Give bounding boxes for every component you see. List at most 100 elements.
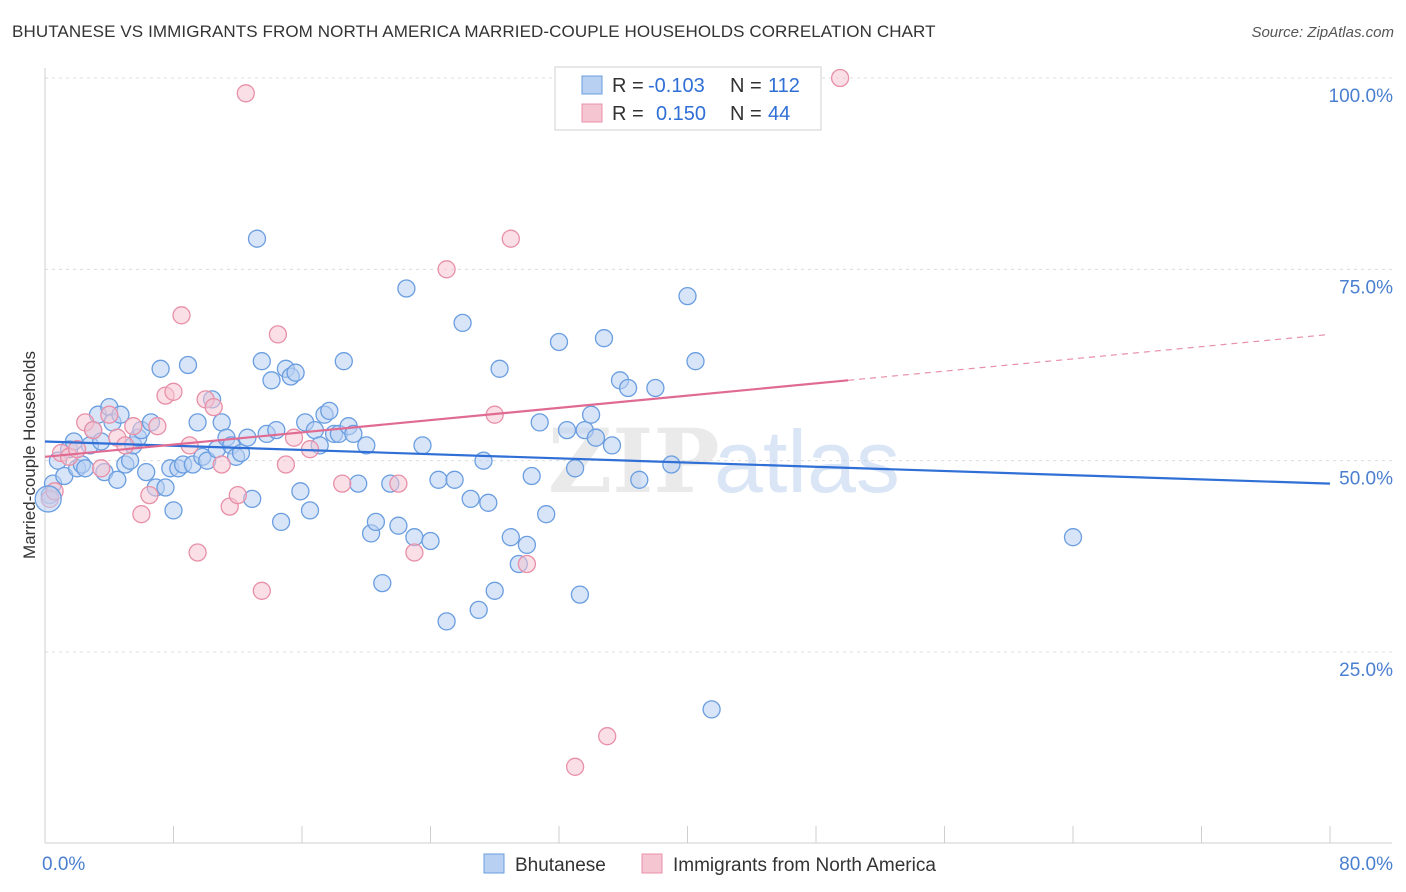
series-legend-label-immigrants: Immigrants from North America [673,855,936,876]
bhutanese-point-109 [686,352,705,371]
y-tick-label-25: 25.0% [1339,660,1393,681]
immigrants-point-28 [276,455,296,474]
legend-n-label-2: N = [730,103,762,125]
bhutanese-point-90 [517,535,537,555]
bhutanese-point-92 [530,413,549,432]
y-tick-label-100: 100.0% [1329,86,1394,107]
bhutanese-point-67 [349,474,368,493]
immigrants-point-38 [565,757,585,776]
stats-legend: R = -0.103 N = 112 R = 0.150 N = 44 [554,66,822,131]
immigrants-point-13 [140,485,159,505]
immigrants-point-19 [188,543,207,562]
immigrants-point-21 [204,397,223,417]
bhutanese-point-76 [413,436,432,455]
bhutanese-point-81 [453,313,472,333]
bhutanese-point-83 [469,600,488,620]
x-tick-label-end: 80.0% [1339,854,1393,875]
series-legend-swatch-immigrants [641,853,663,874]
bhutanese-point-102 [602,436,622,455]
bhutanese-point-8 [76,459,95,478]
legend-swatch-immigrants [581,103,603,123]
immigrants-trend-extension [848,333,1331,381]
bhutanese-point-27 [156,478,175,497]
bhutanese-point-94 [549,332,569,352]
bhutanese-point-57 [300,501,320,520]
bhutanese-point-80 [445,470,464,489]
bhutanese-point-66 [344,424,363,444]
legend-r-value-1: -0.103 [648,75,705,97]
bhutanese-point-77 [421,531,440,551]
bhutanese-point-108 [678,286,697,306]
bhutanese-point-88 [501,528,520,547]
immigrants-point-34 [437,260,456,279]
immigrants-trend-line [44,379,849,458]
immigrants-point-16 [164,382,183,401]
bhutanese-point-99 [581,405,601,424]
bhutanese-point-64 [334,352,353,371]
bhutanese-point-85 [479,493,498,512]
legend-r-value-2: 0.150 [656,103,706,125]
bhutanese-point-87 [490,359,509,378]
bhutanese-point-54 [286,363,305,382]
bhutanese-point-68 [357,436,376,455]
bhutanese-point-75 [405,528,424,547]
bhutanese-point-101 [594,329,614,348]
bhutanese-point-71 [373,573,392,593]
immigrants-point-37 [517,554,537,574]
bhutanese-point-82 [461,489,480,509]
bhutanese-point-47 [252,352,271,371]
legend-n-value-2: 44 [768,103,790,125]
immigrants-point-14 [148,417,167,436]
bhutanese-point-78 [429,470,448,489]
immigrants-point-39 [598,727,617,746]
bhutanese-point-34 [188,413,207,432]
bhutanese-point-61 [320,401,339,421]
immigrants-point-25 [236,84,255,103]
trend-lines [44,333,1331,485]
legend-r-label-2: R = [612,103,644,125]
immigrants-point-41 [830,68,850,88]
bhutanese-point-91 [522,466,541,486]
immigrants-point-31 [333,474,352,493]
bhutanese-point-107 [662,455,681,474]
gridlines [45,77,1392,653]
source-credit: Source: ZipAtlas.com [1251,24,1394,41]
bhutanese-point-32 [178,355,198,375]
legend-n-value-1: 112 [768,75,800,97]
immigrants-point-6 [84,420,103,440]
bhutanese-point-111 [1063,528,1083,547]
bhutanese-point-93 [537,505,556,524]
bhutanese-point-95 [557,420,577,440]
bhutanese-point-16 [108,470,127,489]
bhutanese-point-51 [271,512,291,532]
immigrants-point-27 [268,325,288,344]
bhutanese-point-39 [212,413,231,432]
bhutanese-point-55 [291,482,310,501]
watermark-atlas: atlas [714,412,900,511]
bhutanese-point-105 [630,470,649,489]
bhutanese-point-73 [389,516,408,535]
watermark: ZIP atlas [548,409,900,513]
bhutanese-point-96 [565,459,585,478]
series-legend-swatch-bhutanese [483,853,505,874]
x-tick-label-start: 0.0% [42,854,85,875]
immigrants-point-26 [252,581,271,600]
immigrants-point-8 [100,405,119,424]
bhutanese-point-cluster [34,485,62,513]
legend-r-label-1: R = [612,75,644,97]
chart-title: BHUTANESE VS IMMIGRANTS FROM NORTH AMERI… [12,22,936,41]
legend-swatch-bhutanese [581,75,603,95]
immigrants-point-36 [501,229,520,248]
bhutanese-point-70 [366,512,386,532]
immigrants-point-12 [132,505,151,524]
immigrants-point-17 [172,306,191,325]
axes: 25.0% 50.0% 75.0% 100.0% 0.0% 80.0% [42,68,1393,875]
immigrants-point-24 [228,485,247,505]
y-axis-label: Married-couple Households [20,351,39,559]
bhutanese-point-104 [618,378,638,398]
immigrants-point-11 [124,417,143,436]
bhutanese-point-110 [702,700,721,719]
data-points [34,68,1083,776]
bhutanese-point-23 [137,462,156,482]
immigrants-point-32 [389,474,408,493]
